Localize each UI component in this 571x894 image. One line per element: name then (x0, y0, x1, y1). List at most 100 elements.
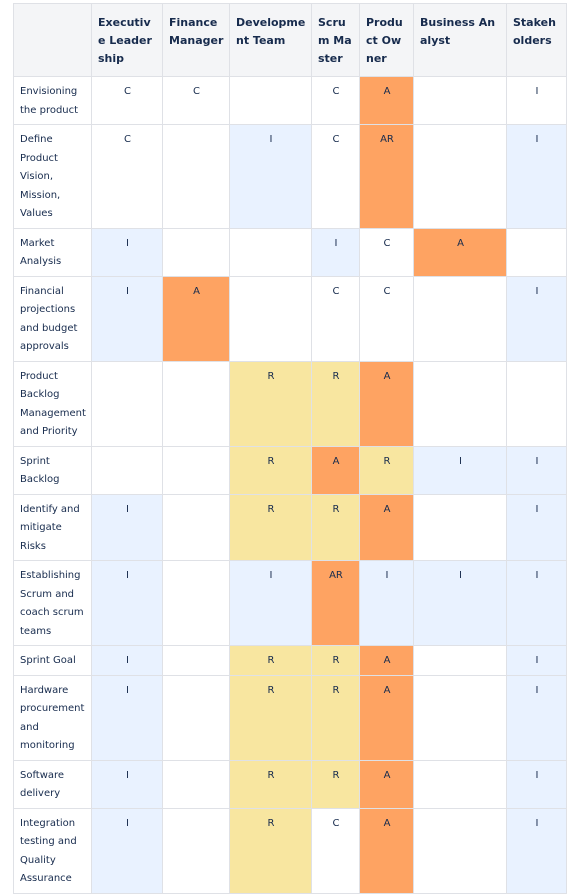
raci-cell: A (359, 360, 414, 447)
task-cell: Identify and mitigate Risks (13, 493, 92, 561)
raci-cell (91, 445, 163, 495)
raci-cell: C (311, 807, 360, 894)
raci-cell (413, 360, 507, 447)
raci-cell: A (359, 759, 414, 809)
raci-cell: I (91, 275, 163, 362)
raci-cell (413, 674, 507, 761)
raci-cell (229, 275, 312, 362)
task-cell: Define Product Vision, Mission, Values (13, 124, 92, 229)
raci-cell (413, 275, 507, 362)
table-row: Envisioning the product C C C A I (13, 76, 567, 125)
raci-cell (162, 645, 230, 676)
raci-table: Executive Leadership Finance Manager Dev… (13, 3, 567, 894)
table-row: Sprint Backlog R A R I I (13, 445, 567, 495)
raci-cell: I (506, 493, 567, 561)
task-cell: Financial projections and budget approva… (13, 275, 92, 362)
raci-cell: I (91, 645, 163, 676)
raci-cell: I (506, 759, 567, 809)
raci-cell: AR (359, 124, 414, 229)
task-cell: Envisioning the product (13, 76, 92, 125)
raci-cell (506, 360, 567, 447)
raci-cell: R (311, 493, 360, 561)
raci-cell: AR (311, 560, 360, 646)
raci-cell: R (229, 759, 312, 809)
raci-cell: I (91, 674, 163, 761)
raci-cell: R (229, 493, 312, 561)
raci-cell (506, 227, 567, 277)
header-row: Executive Leadership Finance Manager Dev… (13, 3, 567, 77)
raci-cell: I (506, 807, 567, 894)
raci-cell: A (413, 227, 507, 277)
raci-cell: R (311, 759, 360, 809)
header-cell-scrum-master: Scrum Master (311, 3, 360, 77)
raci-cell: I (311, 227, 360, 277)
raci-cell: C (91, 76, 163, 125)
raci-cell: R (229, 807, 312, 894)
raci-cell (162, 445, 230, 495)
raci-cell (413, 124, 507, 229)
raci-cell: C (311, 275, 360, 362)
raci-cell (413, 493, 507, 561)
table-row: Integration testing and Quality Assuranc… (13, 807, 567, 894)
raci-cell: A (311, 445, 360, 495)
raci-cell (413, 759, 507, 809)
header-cell-business-analyst: Business Analyst (413, 3, 507, 77)
raci-cell (413, 645, 507, 676)
task-cell: Product Backlog Management and Priority (13, 360, 92, 447)
raci-cell (162, 759, 230, 809)
table-row: Market Analysis I I C A (13, 227, 567, 277)
raci-cell: I (506, 645, 567, 676)
task-cell: Sprint Goal (13, 645, 92, 676)
table-body: Envisioning the product C C C A I Define Produ… (13, 76, 567, 894)
raci-cell (162, 560, 230, 646)
raci-cell: C (311, 76, 360, 125)
raci-cell: A (359, 76, 414, 125)
task-cell: Sprint Backlog (13, 445, 92, 495)
raci-cell: I (229, 124, 312, 229)
raci-cell: R (359, 445, 414, 495)
raci-cell: C (359, 227, 414, 277)
raci-cell (162, 493, 230, 561)
raci-cell: A (359, 493, 414, 561)
raci-cell: C (162, 76, 230, 125)
raci-cell: I (91, 227, 163, 277)
table-row: Software delivery I R R A I (13, 759, 567, 809)
task-cell: Market Analysis (13, 227, 92, 277)
raci-cell: I (506, 674, 567, 761)
raci-cell (229, 76, 312, 125)
header-cell-stakeholders: Stakeholders (506, 3, 567, 77)
raci-cell (413, 76, 507, 125)
table-row: Establishing Scrum and coach scrum teams… (13, 560, 567, 646)
raci-cell (162, 360, 230, 447)
raci-cell: C (359, 275, 414, 362)
header-cell-product-owner: Product Owner (359, 3, 414, 77)
raci-cell: A (359, 645, 414, 676)
task-cell: Integration testing and Quality Assuranc… (13, 807, 92, 894)
header-cell-executive-leadership: Executive Leadership (91, 3, 163, 77)
table-row: Product Backlog Management and Priority R… (13, 360, 567, 447)
raci-cell: I (413, 560, 507, 646)
raci-cell: I (91, 807, 163, 894)
raci-cell: I (229, 560, 312, 646)
raci-cell: C (91, 124, 163, 229)
raci-cell: R (229, 445, 312, 495)
raci-cell (229, 227, 312, 277)
raci-table-container: Executive Leadership Finance Manager Dev… (13, 3, 567, 894)
raci-cell: I (359, 560, 414, 646)
task-cell: Hardware procurement and monitoring (13, 674, 92, 761)
raci-cell (162, 124, 230, 229)
raci-cell: I (413, 445, 507, 495)
raci-cell: R (229, 645, 312, 676)
task-cell: Software delivery (13, 759, 92, 809)
raci-cell: I (506, 76, 567, 125)
raci-cell: I (506, 124, 567, 229)
raci-cell: I (506, 560, 567, 646)
task-cell: Establishing Scrum and coach scrum teams (13, 560, 92, 646)
raci-cell: I (91, 759, 163, 809)
header-cell-corner (13, 3, 92, 77)
table-row: Hardware procurement and monitoring I R R A I (13, 674, 567, 761)
table-row: Identify and mitigate Risks I R R A I (13, 493, 567, 561)
table-row: Sprint Goal I R R A I (13, 645, 567, 676)
raci-cell: R (311, 645, 360, 676)
raci-cell (413, 807, 507, 894)
